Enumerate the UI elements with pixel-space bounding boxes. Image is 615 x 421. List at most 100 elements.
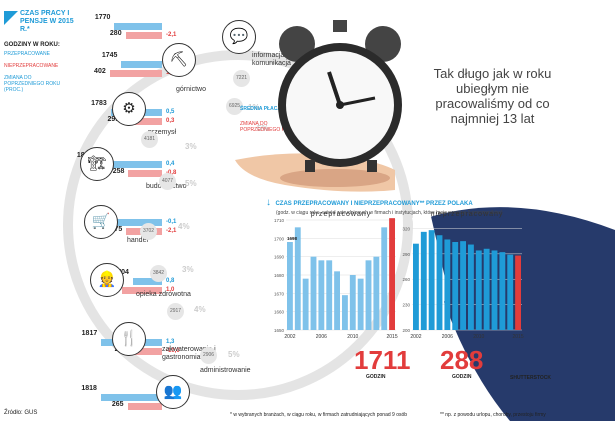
y-tick-label: 1700 [274,236,285,241]
bar [413,243,419,330]
wage-change: 5% [228,350,240,359]
worked-hours-chart: przepracowany 1650 1660 1670 1680 1690 1700 171… [274,211,398,340]
sector-label: przemysł [148,129,177,136]
worked-unit: GODZIN [366,374,386,380]
unworked-value: 299 [107,116,120,123]
bar [499,252,506,330]
bar [287,242,293,330]
worked-change: 0,5 [166,109,175,115]
wage-value: 4181 [141,131,158,148]
x-tick-label: 2002 [410,334,421,340]
x-tick-label: 2015 [513,334,524,340]
unworked-change: 1,0 [166,287,175,293]
wage-change: 5% [257,124,269,133]
unworked-value: 258 [112,168,125,175]
clock-illustration [235,20,402,192]
wage-value: 2917 [167,303,184,320]
footnote-1: * w wybranych branżach, w ciągu roku, w … [230,412,408,418]
wage-label: ŚREDNIA PŁACA (ZŁ) [240,106,292,112]
unworked-value: 265 [111,401,124,408]
worker-icon: 👷 [90,263,124,297]
unworked-bar [123,118,162,125]
unworked-unit: GODZIN [452,374,472,380]
worked-change: 0,8 [166,278,175,284]
unworked-value: 280 [109,30,122,37]
bar [342,295,348,330]
bar [326,260,333,330]
bar [357,278,364,330]
sector-label: górnictwo [176,86,206,93]
bar [420,231,427,330]
wage-value: 4077 [159,173,176,190]
bar-annotation: 1698 [287,236,298,241]
worked-change: 1,3 [166,339,175,345]
footnote-2: ** np. z powodu urlopu, choroby, przesto… [440,412,546,418]
y-tick-label: 1680 [274,273,285,278]
unworked-bar [122,287,162,294]
building-icon: 🏗 [80,147,114,181]
infographic-title: CZAS PRACY I PENSJE W 2015 R.* [4,10,84,34]
chart-header: ↓ CZAS PRZEPRACOWANY I NIEPRZEPRACOWANY*… [266,192,536,216]
x-tick-label: 2010 [473,334,484,340]
unworked-change: -2,1 [166,32,177,38]
y-tick-label: 1670 [274,291,285,296]
bar [381,227,388,330]
legend: GODZINY W ROKU: PRZEPRACOWANE NIEPRZEPRA… [4,42,84,93]
y-tick-label: 1710 [274,218,285,223]
bar [310,256,317,330]
bar [468,244,474,330]
worked-bar [121,61,162,68]
bar [460,241,466,330]
y-tick-label: 1660 [274,310,285,315]
worked-highlight: 1711 [354,345,411,375]
x-tick-label: 2015 [387,334,398,340]
sector-label: opieka zdrowotna [136,291,191,298]
credit: SHUTTERSTOCK [510,375,552,381]
unworked-hours-chart: nieprzepracowany 200 230 260 290 320 2002 2006 2… [402,211,524,340]
cutlery-icon: 🍴 [112,322,146,356]
unworked-bar [130,348,162,355]
y-tick-label: 290 [402,252,410,257]
bar [365,260,372,330]
y-tick-label: 320 [402,226,410,231]
unworked-change: -2,1 [166,228,177,234]
unworked-bar [127,403,162,410]
legend-change: ZMIANA DO POPRZEDNIEGO ROKU (PROC.) [4,75,61,93]
series-label: nieprzepracowany [431,211,504,218]
sector-label: budownictwo [146,183,206,191]
bar [475,250,482,330]
worked-value: 1770 [94,14,111,21]
wage-change: 4% [194,305,206,314]
miner-icon: ⛏ [162,43,196,77]
source: Źródło: GUS [4,410,38,416]
worked-change: -0,1 [166,219,177,225]
chat-icon: 💬 [222,20,256,54]
worked-value: 1818 [81,385,97,392]
worked-change: 0,4 [166,161,175,167]
bar [483,248,490,330]
wage-value: 3702 [140,223,157,240]
chart-subtitle: (godz. w ciągu roku, wśród zatrudnionych… [276,210,503,216]
unworked-bar [125,32,162,39]
worked-bar [132,278,162,285]
worked-value: 1783 [91,100,107,107]
worked-bar [100,394,162,401]
bar [318,260,325,330]
y-tick-label: 200 [402,328,410,333]
x-tick-label: 2010 [347,334,358,340]
worked-value: 1745 [101,52,118,59]
y-tick-label: 260 [402,277,410,282]
legend-worked: PRZEPRACOWANE [4,51,50,57]
headline: Tak długo jak w roku ubiegłym nie pracow… [433,66,552,126]
gears-icon: ⚙ [112,92,146,126]
legend-unworked: NIEPRZEPRACOWANE [4,63,59,69]
sector-label: zakwaterowanie i gastronomia [162,346,216,361]
worked-value: 1817 [81,330,98,337]
worked-bar [111,219,162,226]
bar [389,218,395,330]
bar [515,255,521,330]
worked-bar [114,23,162,30]
sector-label: informacja i komunikacja [252,52,291,67]
unworked-highlight: 288 [440,345,484,375]
